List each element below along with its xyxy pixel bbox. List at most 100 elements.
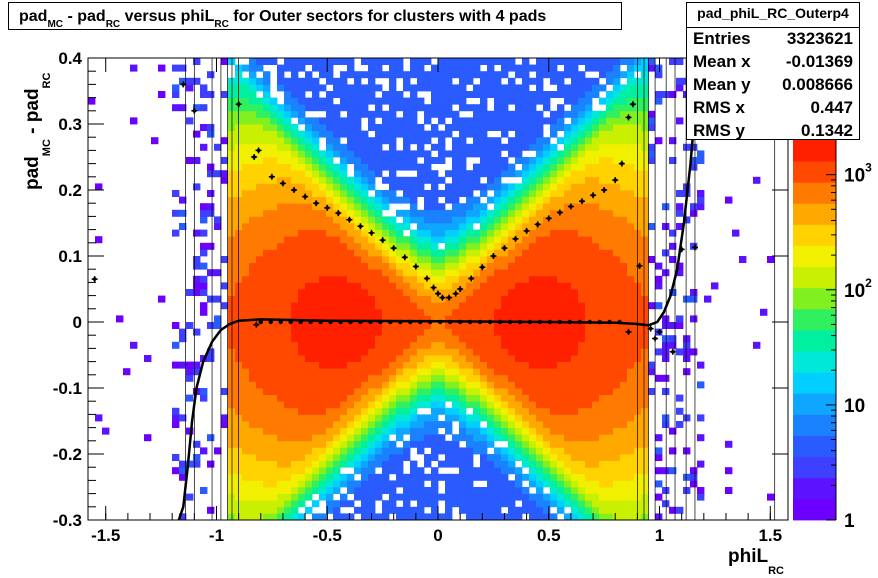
heatmap-cell — [494, 335, 502, 343]
heatmap-cell — [599, 341, 607, 349]
heatmap-cell — [620, 374, 628, 382]
heatmap-cell — [564, 480, 572, 488]
heatmap-cell — [193, 282, 201, 290]
heatmap-cell — [410, 308, 418, 316]
heatmap-cell — [522, 91, 530, 98]
heatmap-cell — [326, 368, 334, 376]
heatmap-cell — [333, 143, 341, 151]
heatmap-cell — [361, 348, 369, 356]
profile-point — [447, 319, 453, 325]
heatmap-cell — [403, 506, 411, 514]
heatmap-cell — [382, 302, 390, 310]
heatmap-cell — [585, 84, 593, 92]
heatmap-cell — [543, 229, 551, 237]
heatmap-cell — [459, 480, 467, 488]
heatmap-cell — [725, 467, 733, 475]
heatmap-cell — [515, 473, 523, 481]
heatmap-cell — [340, 124, 348, 131]
heatmap-cell — [277, 506, 285, 514]
heatmap-cell — [473, 394, 481, 402]
heatmap-cell — [578, 506, 586, 514]
heatmap-cell — [480, 143, 488, 151]
heatmap-cell — [305, 84, 313, 92]
heatmap-cell — [501, 163, 509, 171]
heatmap-cell — [263, 454, 271, 461]
heatmap-cell — [193, 460, 201, 468]
heatmap-cell — [368, 480, 376, 488]
heatmap-cell — [389, 124, 397, 131]
heatmap-cell — [305, 117, 313, 125]
heatmap-cell — [368, 335, 376, 343]
heatmap-cell — [270, 229, 278, 237]
heatmap-cell — [501, 427, 509, 435]
heatmap-cell — [263, 110, 271, 118]
y-tick-label: -0.2 — [53, 445, 82, 464]
profile-point-dot — [402, 255, 407, 260]
heatmap-cell — [585, 104, 593, 112]
heatmap-cell — [305, 183, 313, 191]
heatmap-cell — [347, 236, 355, 244]
heatmap-cell — [333, 414, 341, 422]
heatmap-cell — [368, 355, 376, 362]
heatmap-cell — [543, 414, 551, 422]
heatmap-cell — [319, 64, 327, 72]
heatmap-cell — [550, 348, 558, 356]
heatmap-cell — [536, 414, 544, 422]
heatmap-cell — [396, 91, 404, 98]
heatmap-cell — [410, 348, 418, 356]
heatmap-cell — [256, 401, 264, 409]
heatmap-cell — [326, 97, 334, 105]
heatmap-cell — [417, 71, 425, 79]
heatmap-cell — [438, 328, 446, 336]
heatmap-cell — [396, 269, 404, 277]
heatmap-cell — [564, 150, 572, 158]
heatmap-cell — [249, 394, 257, 402]
heatmap-cell — [557, 440, 565, 448]
heatmap-cell — [529, 229, 537, 237]
heatmap-cell — [501, 256, 509, 263]
heatmap-cell — [305, 124, 313, 131]
heatmap-cell — [361, 84, 369, 92]
heatmap-cell — [578, 427, 586, 435]
heatmap-cell — [326, 104, 334, 112]
heatmap-cell — [606, 130, 614, 138]
heatmap-cell — [459, 124, 467, 131]
heatmap-cell — [410, 460, 418, 468]
heatmap-cell — [522, 328, 530, 336]
heatmap-cell — [543, 64, 551, 72]
heatmap-cell — [676, 117, 684, 125]
heatmap-cell — [333, 203, 341, 211]
heatmap-cell — [263, 427, 271, 435]
heatmap-cell — [417, 58, 425, 65]
heatmap-cell — [473, 117, 481, 125]
heatmap-cell — [480, 137, 488, 145]
heatmap-cell — [550, 513, 558, 521]
heatmap-cell — [473, 229, 481, 237]
heatmap-cell — [452, 203, 460, 211]
y-tick-label: -0.3 — [53, 511, 82, 530]
heatmap-cell — [347, 401, 355, 409]
heatmap-cell — [270, 473, 278, 481]
heatmap-cell — [347, 361, 355, 369]
heatmap-cell — [550, 368, 558, 376]
heatmap-cell — [305, 170, 313, 178]
heatmap-cell — [620, 302, 628, 310]
heatmap-cell — [669, 506, 677, 514]
heatmap-cell — [319, 355, 327, 362]
heatmap-cell — [515, 341, 523, 349]
heatmap-cell — [312, 143, 320, 151]
heatmap-cell — [172, 84, 180, 92]
heatmap-cell — [270, 203, 278, 211]
fit-curve — [177, 57, 701, 521]
heatmap-cell — [172, 361, 180, 369]
heatmap-cell — [515, 137, 523, 145]
heatmap-cell — [445, 447, 453, 455]
heatmap-cell — [333, 236, 341, 244]
heatmap-cell — [564, 500, 572, 508]
heatmap-cell — [270, 256, 278, 263]
heatmap-cell — [354, 407, 362, 415]
heatmap-cell — [452, 256, 460, 263]
heatmap-cell — [627, 427, 635, 435]
heatmap-cell — [606, 355, 614, 362]
heatmap-cell — [424, 170, 432, 178]
